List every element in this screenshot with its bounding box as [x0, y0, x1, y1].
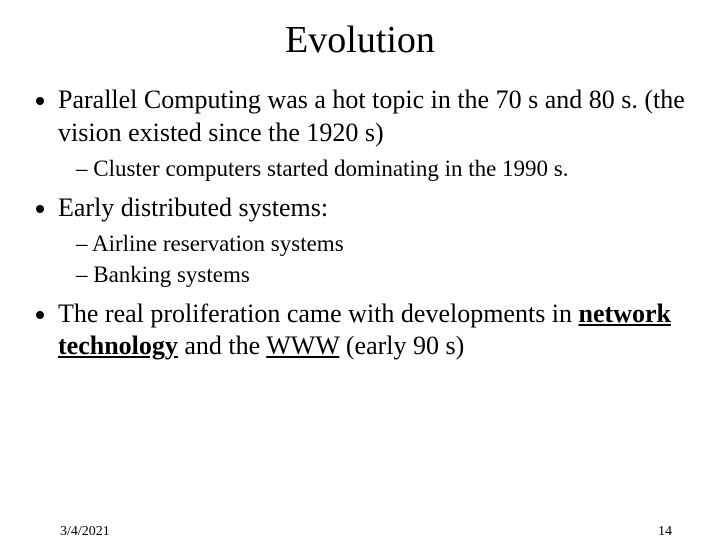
bullet-2: Early distributed systems: Airline reser…: [58, 192, 692, 290]
bullet-2-sub-1: Airline reservation systems: [76, 230, 692, 259]
bullet-3-pre: The real proliferation came with develop…: [58, 299, 579, 328]
slide-title: Evolution: [0, 18, 720, 62]
bullet-list: Parallel Computing was a hot topic in th…: [28, 84, 692, 363]
footer-date: 3/4/2021: [60, 524, 110, 540]
bullet-3-post: (early 90 s): [339, 331, 464, 360]
bullet-3-mid: and the: [178, 331, 266, 360]
bullet-2-sublist: Airline reservation systems Banking syst…: [58, 230, 692, 290]
bullet-1: Parallel Computing was a hot topic in th…: [58, 84, 692, 184]
footer-page-number: 14: [658, 524, 672, 540]
bullet-1-sublist: Cluster computers started dominating in …: [58, 155, 692, 184]
bullet-3: The real proliferation came with develop…: [58, 298, 692, 363]
bullet-2-sub-2: Banking systems: [76, 261, 692, 290]
bullet-1-sub-1: Cluster computers started dominating in …: [76, 155, 692, 184]
bullet-1-text: Parallel Computing was a hot topic in th…: [58, 85, 685, 147]
bullet-2-text: Early distributed systems:: [58, 193, 328, 222]
bullet-3-emph-2: WWW: [266, 331, 339, 360]
slide: Evolution Parallel Computing was a hot t…: [0, 18, 720, 540]
slide-body: Parallel Computing was a hot topic in th…: [0, 84, 720, 363]
